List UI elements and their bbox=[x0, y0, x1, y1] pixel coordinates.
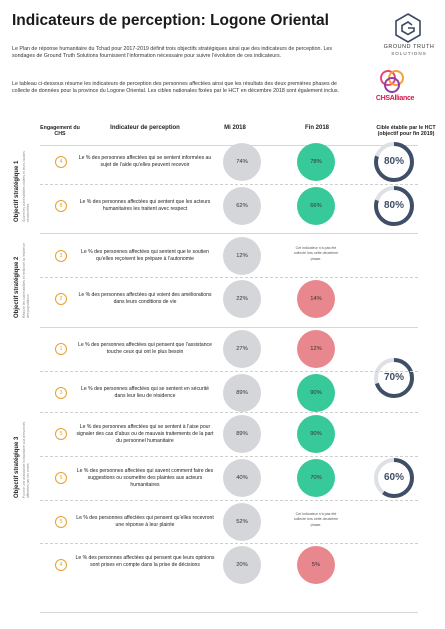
indicator-text: Le % des personnes affectées qui voient … bbox=[78, 292, 212, 305]
header-cible: Cible établie par le HCT (objectif pour … bbox=[376, 125, 436, 138]
row-divider bbox=[40, 456, 418, 457]
target-ring-icon bbox=[374, 142, 414, 182]
chs-commitment-badge: 4 bbox=[55, 559, 67, 571]
objective-label-3: Objectif stratégique 3 bbox=[14, 436, 20, 498]
header-engagement: Engagement du CHS bbox=[40, 125, 80, 138]
fin-2018-value: 70% bbox=[297, 459, 335, 497]
section-divider bbox=[40, 612, 418, 613]
row-divider bbox=[40, 500, 418, 501]
target-ring-icon bbox=[374, 458, 414, 498]
fin-2018-value: 66% bbox=[297, 187, 335, 225]
intro-paragraph-1: Le Plan de réponse humanitaire du Tchad … bbox=[12, 46, 332, 60]
header-mi-2018: Mi 2018 bbox=[224, 125, 246, 131]
target-value: 60% bbox=[383, 472, 404, 483]
chs-commitment-badge: 1 bbox=[55, 343, 67, 355]
gts-logo-name: GROUND TRUTH bbox=[383, 44, 435, 50]
mi-2018-value: 89% bbox=[223, 415, 261, 453]
mi-2018-value: 40% bbox=[223, 459, 261, 497]
target-value: 70% bbox=[383, 372, 404, 383]
chs-commitment-badge: 2 bbox=[55, 293, 67, 305]
interlocked-rings-logo-icon bbox=[380, 70, 404, 93]
fin-2018-note: Cet indicateur n’a pas été collecté lors… bbox=[293, 246, 339, 261]
mi-2018-value: 62% bbox=[223, 187, 261, 225]
indicator-text: Le % des personnes affectées qui se sent… bbox=[76, 423, 214, 444]
chs-commitment-badge: 5 bbox=[55, 472, 67, 484]
indicator-text: Le % des personnes affectées qui se sent… bbox=[81, 386, 209, 399]
chs-commitment-badge: 5 bbox=[55, 516, 67, 528]
fin-2018-value: 90% bbox=[297, 374, 335, 412]
row-divider bbox=[40, 184, 418, 185]
row-divider bbox=[40, 371, 418, 372]
fin-2018-note: Cet indicateur n’a pas été collecté lors… bbox=[293, 512, 339, 527]
header-indicateur: Indicateur de perception bbox=[110, 125, 180, 131]
section-divider bbox=[40, 145, 418, 146]
fin-2018-value: 78% bbox=[297, 143, 335, 181]
chs-commitment-badge: 8 bbox=[55, 200, 67, 212]
objective-label-1: Objectif stratégique 1 bbox=[14, 160, 20, 222]
section-divider bbox=[40, 233, 418, 234]
fin-2018-value: 12% bbox=[297, 330, 335, 368]
row-divider bbox=[40, 543, 418, 544]
indicator-text: Le % des personnes affectées qui se sent… bbox=[78, 155, 212, 168]
page-title: Indicateurs de perception: Logone Orient… bbox=[12, 12, 329, 29]
mi-2018-value: 27% bbox=[223, 330, 261, 368]
target-value: 80% bbox=[383, 156, 404, 167]
target-value: 80% bbox=[383, 200, 404, 211]
indicator-text: Le % des personnes affectées qui sentent… bbox=[81, 249, 209, 262]
header-fin-2018: Fin 2018 bbox=[304, 125, 329, 131]
mi-2018-value: 52% bbox=[223, 503, 261, 541]
mi-2018-value: 89% bbox=[223, 374, 261, 412]
fin-2018-value: 5% bbox=[297, 546, 335, 584]
mi-2018-value: 22% bbox=[223, 280, 261, 318]
chs-logo-name: CHSAlliance bbox=[375, 95, 415, 102]
indicator-text: Le % des personnes affectées qui savent … bbox=[76, 467, 214, 488]
chs-commitment-badge: 4 bbox=[55, 156, 67, 168]
fin-2018-value: 90% bbox=[297, 415, 335, 453]
indicator-text: Le % des personnes affectées qui pensent… bbox=[75, 554, 215, 568]
mi-2018-value: 20% bbox=[223, 546, 261, 584]
row-divider bbox=[40, 277, 418, 278]
mi-2018-value: 12% bbox=[223, 237, 261, 275]
indicator-text: Le % des personnes affectées qui sentent… bbox=[79, 199, 211, 212]
chs-commitment-badge: 3 bbox=[55, 387, 67, 399]
fin-2018-value: 14% bbox=[297, 280, 335, 318]
intro-paragraph-2: Le tableau ci-dessous résume les indicat… bbox=[12, 81, 340, 95]
indicator-text: Le % des personnes affectées qui pensent… bbox=[78, 342, 212, 355]
target-ring-icon bbox=[374, 186, 414, 226]
indicator-text: Le % des personnes affectées qui pensent… bbox=[76, 515, 214, 528]
mi-2018-value: 74% bbox=[223, 143, 261, 181]
chs-commitment-badge: 5 bbox=[55, 428, 67, 440]
objective-sub-3: Fournir une assistance humanitaire aux p… bbox=[22, 421, 30, 498]
row-divider bbox=[40, 412, 418, 413]
hexagon-g-logo-icon bbox=[395, 13, 421, 43]
target-ring-icon bbox=[374, 358, 414, 398]
objective-sub-1: Suivre les vulnérabilités ciblées et leu… bbox=[22, 151, 30, 222]
objective-sub-2: Réduire les vulnérabilités et renforcer … bbox=[22, 242, 30, 318]
chs-commitment-badge: 3 bbox=[55, 250, 67, 262]
gts-logo-sub: SOLUTIONS bbox=[391, 51, 427, 56]
objective-label-2: Objectif stratégique 2 bbox=[14, 256, 20, 318]
section-divider bbox=[40, 327, 418, 328]
